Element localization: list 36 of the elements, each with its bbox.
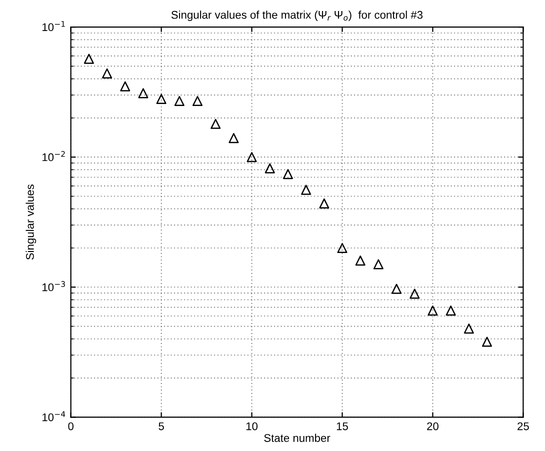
point [464, 324, 474, 334]
x-tick-label: 10 [246, 422, 258, 430]
point [156, 94, 166, 104]
point [410, 288, 420, 299]
point [174, 96, 184, 106]
point [392, 284, 402, 294]
chart-title: Singular values of the matrix (Ψ$_{r}$ Ψ$_{o}$) for control #3 [171, 10, 423, 21]
point [120, 81, 130, 92]
y-axis-title: Singular values [26, 184, 36, 260]
x-tick-label: 20 [427, 422, 438, 430]
point [282, 169, 293, 180]
x-tick-label: 0 [68, 422, 74, 430]
point [84, 54, 94, 64]
point [228, 133, 239, 144]
point [301, 184, 312, 195]
point [337, 242, 348, 254]
point [138, 88, 148, 98]
x-axis-title: State number [264, 434, 330, 442]
point [210, 118, 221, 129]
point [482, 336, 492, 347]
point [264, 163, 275, 174]
point [355, 256, 366, 266]
point [102, 68, 112, 78]
x-tick-label: 25 [518, 422, 529, 430]
point [319, 198, 330, 208]
x-tick-label: 15 [336, 422, 348, 430]
y-tick-label: 10$^{−4}$ [42, 411, 66, 422]
point [446, 306, 456, 316]
point [373, 259, 384, 270]
point [192, 96, 203, 106]
y-tick-label: 10$^{−3}$ [42, 281, 65, 292]
y-tick-label: 10$^{−2}$ [42, 151, 65, 162]
x-tick-label: 5 [158, 422, 164, 430]
point [428, 306, 438, 316]
point [246, 152, 257, 162]
y-tick-label: 10$^{−1}$ [42, 21, 65, 32]
